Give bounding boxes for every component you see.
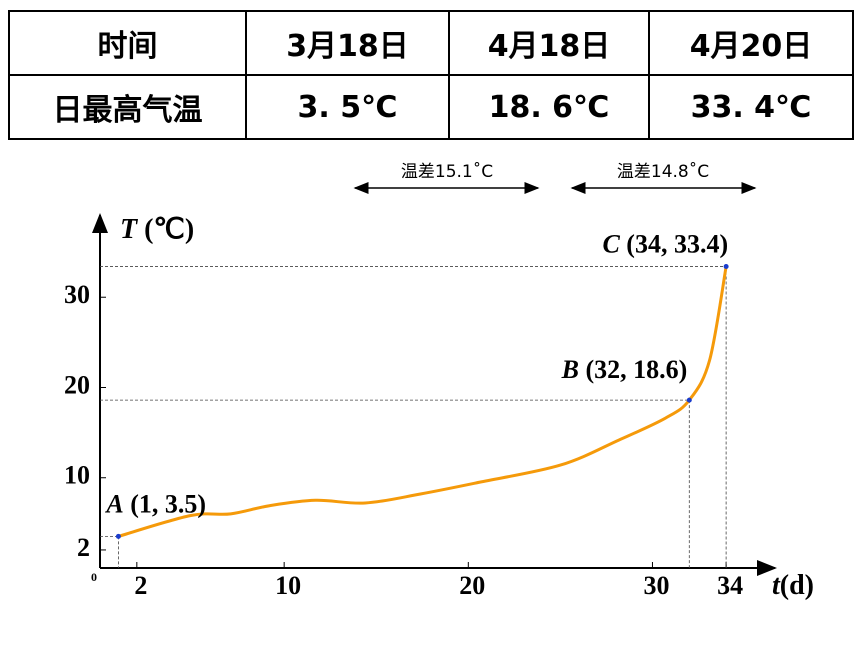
y-tick-label: 20 (64, 370, 90, 399)
point-name: C (602, 230, 620, 259)
x-tick-label: 0 (91, 570, 97, 584)
x-tick-label: 2 (134, 571, 147, 600)
curve (117, 266, 728, 538)
axis-symbol: t (772, 570, 781, 601)
cell: 3月18日 (245, 10, 450, 76)
axis-unit: (d) (780, 570, 814, 601)
cell: 4月20日 (648, 10, 854, 76)
y-axis-label: T (℃) (120, 214, 194, 245)
annotation: 温差15.1˚C (401, 161, 493, 182)
point (686, 397, 692, 403)
table-row: 时间 3月18日 4月18日 4月20日 (8, 10, 854, 76)
cell: 18. 6℃ (448, 74, 650, 140)
x-axis-label: t(d) (772, 570, 814, 601)
point-coords: (34, 33.4) (626, 230, 728, 259)
axis-symbol: T (120, 214, 139, 245)
point-name: A (104, 489, 123, 518)
table-row: 日最高气温 3. 5℃ 18. 6℃ 33. 4℃ (8, 74, 854, 140)
cell: 时间 (8, 10, 247, 76)
x-tick-label: 10 (275, 571, 301, 600)
cell: 日最高气温 (8, 74, 247, 140)
cell: 33. 4℃ (648, 74, 854, 140)
y-tick-label: 30 (64, 280, 90, 309)
point (115, 533, 121, 539)
cell: 3. 5℃ (245, 74, 450, 140)
data-table: 时间 3月18日 4月18日 4月20日 日最高气温 3. 5℃ 18. 6℃ … (8, 10, 854, 140)
point-coords: (1, 3.5) (130, 489, 206, 518)
point-label: B (32, 18.6) (561, 355, 688, 384)
annotation: 温差14.8˚C (617, 161, 709, 182)
y-tick-label: 2 (77, 533, 90, 562)
point-label: A (1, 3.5) (104, 489, 206, 518)
x-tick-label: 34 (717, 571, 743, 600)
x-tick-label: 30 (643, 571, 669, 600)
point (723, 264, 729, 270)
x-tick-label: 20 (459, 571, 485, 600)
axis-unit: (℃) (144, 214, 194, 245)
point-name: B (561, 355, 579, 384)
point-label: C (34, 33.4) (602, 230, 728, 259)
point-coords: (32, 18.6) (585, 355, 687, 384)
y-tick-label: 10 (64, 461, 90, 490)
cell: 4月18日 (448, 10, 650, 76)
